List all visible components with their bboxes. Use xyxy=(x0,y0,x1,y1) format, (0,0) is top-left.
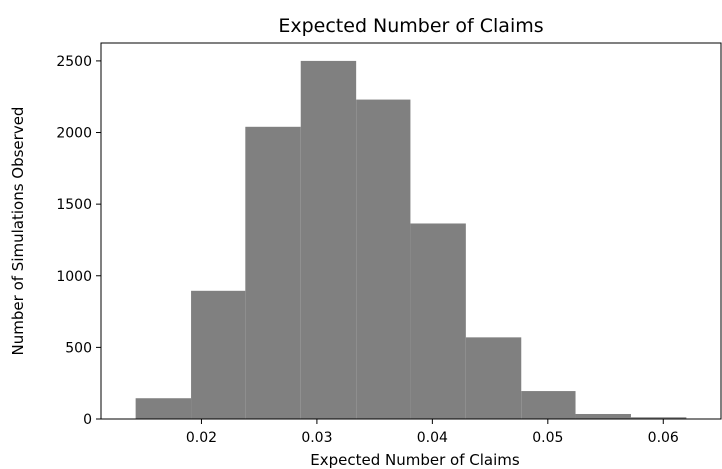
histogram-bar-2 xyxy=(245,126,301,420)
histogram-bar-1 xyxy=(191,290,246,419)
x-axis-label: Expected Number of Claims xyxy=(310,451,520,469)
y-axis-label: Number of Simulations Observed xyxy=(9,107,27,356)
x-tick-label: 0.02 xyxy=(186,430,217,446)
bars-group xyxy=(135,60,687,420)
y-tick-label: 1500 xyxy=(56,197,92,213)
y-tick-label: 2500 xyxy=(56,54,92,70)
histogram-bar-9 xyxy=(630,417,687,419)
x-tick-label: 0.05 xyxy=(532,430,563,446)
histogram-bar-5 xyxy=(410,223,466,419)
x-ticks-group: 0.02 0.03 0.04 0.05 0.06 xyxy=(186,419,679,446)
histogram-bar-0 xyxy=(135,398,192,419)
y-ticks-group: 0 500 1000 1500 2000 2500 xyxy=(56,54,101,428)
histogram-bar-8 xyxy=(575,413,631,419)
plot-frame xyxy=(100,42,722,420)
y-tick-label: 2000 xyxy=(56,126,92,142)
y-tick-label: 0 xyxy=(83,412,92,428)
chart-title: Expected Number of Claims xyxy=(278,15,543,37)
histogram-bar-3 xyxy=(300,60,357,420)
histogram-bar-7 xyxy=(521,391,576,419)
histogram-bar-4 xyxy=(356,99,411,420)
histogram-bar-6 xyxy=(465,337,522,419)
x-tick-label: 0.06 xyxy=(648,430,679,446)
y-tick-label: 500 xyxy=(65,340,92,356)
x-tick-label: 0.03 xyxy=(301,430,332,446)
x-tick-label: 0.04 xyxy=(417,430,448,446)
y-tick-label: 1000 xyxy=(56,269,92,285)
